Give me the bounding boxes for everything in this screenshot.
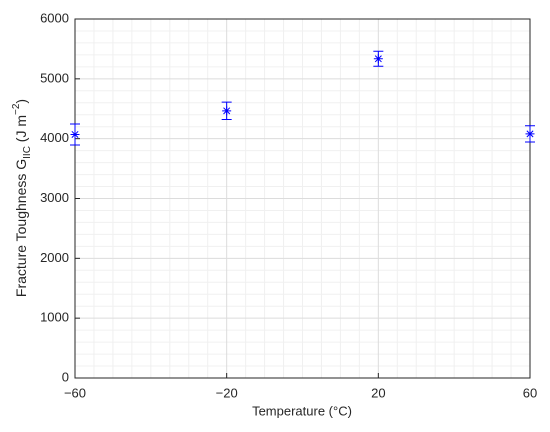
y-tick-label: 4000 <box>40 130 69 145</box>
grid <box>74 18 531 379</box>
x-tick-label: 60 <box>523 385 537 400</box>
y-axis-label: Fracture Toughness GIIC (J m−2) <box>11 99 33 297</box>
y-tick-label: 6000 <box>40 10 69 25</box>
y-label-superscript: −2 <box>11 103 22 115</box>
x-tick-label: 20 <box>371 385 385 400</box>
plot-frame <box>74 18 531 379</box>
x-tick-label: −20 <box>216 385 238 400</box>
x-tick-label: −60 <box>64 385 86 400</box>
y-tick-label: 5000 <box>40 70 69 85</box>
marker <box>525 129 535 139</box>
marker <box>373 54 383 64</box>
y-label-close: ) <box>13 99 29 104</box>
y-tick-label: 0 <box>62 369 69 384</box>
x-axis-label: Temperature (°C) <box>252 403 352 418</box>
y-tick-label: 1000 <box>40 310 69 325</box>
y-tick-label: 2000 <box>40 250 69 265</box>
y-tick-label: 3000 <box>40 190 69 205</box>
marker <box>70 129 80 139</box>
marker <box>222 106 232 116</box>
y-label-subscript: IIC <box>22 146 33 159</box>
y-label-main: Fracture Toughness G <box>13 159 29 297</box>
y-label-unit: (J m <box>13 115 29 146</box>
